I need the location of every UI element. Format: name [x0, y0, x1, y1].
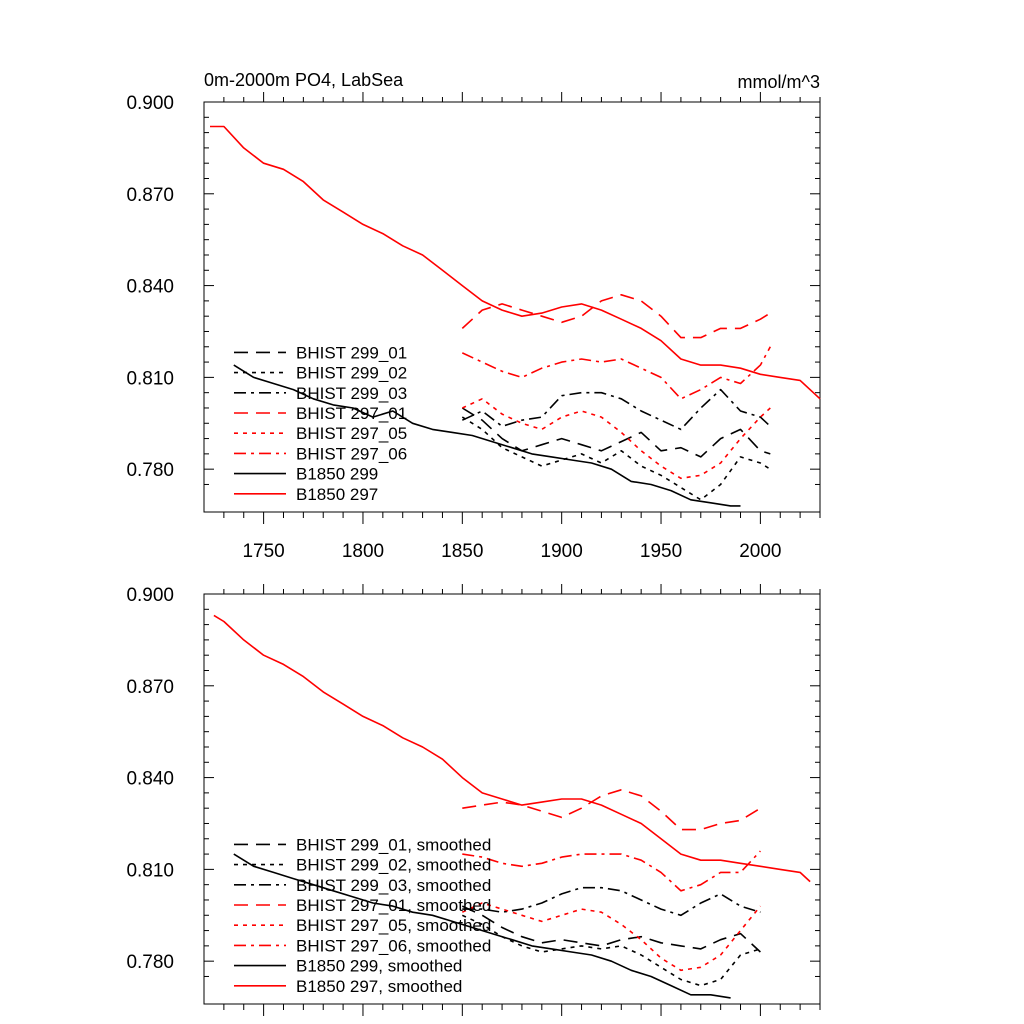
- plot-frame: [203, 101, 821, 513]
- legend-label: BHIST 297_05, smoothed: [296, 916, 491, 935]
- x-tick-label: 1800: [342, 541, 384, 562]
- y-tick-label: 0.810: [126, 860, 174, 881]
- y-tick-label: 0.780: [126, 460, 174, 481]
- x-tick-label: 1900: [541, 541, 583, 562]
- legend-label: BHIST 297_06: [296, 444, 407, 463]
- legend-label: BHIST 299_03, smoothed: [296, 876, 491, 895]
- chart-panel-1: 0m-2000m PO4, LabSea mmol/m^3 0.780 0.810 0.…: [126, 70, 821, 562]
- x-tick-label: 1950: [640, 541, 682, 562]
- x-tick-label: 2000: [739, 541, 781, 562]
- series-line-5: [461, 902, 762, 972]
- legend-label: BHIST 297_01: [296, 404, 407, 423]
- legend-label: BHIST 297_06, smoothed: [296, 936, 491, 955]
- legend-label: BHIST 297_05: [296, 424, 407, 443]
- chart-panel-2: 0.780 0.810 0.840 0.870 0.900 BHIST 299_01, s…: [126, 584, 821, 1016]
- series-line-1: [461, 905, 761, 953]
- units-label: mmol/m^3: [738, 72, 820, 92]
- chart-title: 0m-2000m PO4, LabSea: [204, 70, 404, 90]
- x-tick-label: 1850: [441, 541, 483, 562]
- y-tick-label: 0.870: [126, 185, 174, 206]
- legend-label: B1850 299: [296, 465, 378, 484]
- legend-label: BHIST 299_03: [296, 384, 407, 403]
- y-tick-label: 0.810: [126, 368, 174, 389]
- series-line-2: [461, 914, 761, 987]
- series-line-1: [461, 407, 771, 458]
- series-line-6: [461, 346, 772, 400]
- y-tick-label: 0.870: [126, 677, 174, 698]
- series-line-8: [210, 125, 821, 400]
- y-tick-label: 0.900: [126, 93, 174, 114]
- series-line-8: [213, 614, 811, 883]
- series-line-7: [233, 853, 731, 999]
- series-line-3: [462, 886, 761, 917]
- plot-frame: [203, 593, 821, 1005]
- series-line-4: [461, 293, 771, 339]
- y-tick-label: 0.840: [126, 769, 174, 790]
- legend-label: BHIST 299_01: [296, 343, 407, 362]
- legend-label: BHIST 299_02: [296, 364, 407, 383]
- series-line-2: [461, 416, 771, 501]
- legend-label: BHIST 299_01, smoothed: [296, 835, 491, 854]
- x-tick-label: 1750: [242, 541, 284, 562]
- y-tick-label: 0.840: [126, 277, 174, 298]
- legend-label: B1850 297, smoothed: [296, 977, 462, 996]
- y-tick-label: 0.780: [126, 952, 174, 973]
- series-line-5: [461, 397, 771, 480]
- series-line-3: [461, 388, 771, 431]
- legend-label: BHIST 299_02, smoothed: [296, 856, 491, 875]
- series-line-4: [462, 788, 761, 831]
- legend-label: B1850 299, smoothed: [296, 957, 462, 976]
- series-line-6: [462, 850, 761, 892]
- y-tick-label: 0.900: [126, 585, 174, 606]
- series-line-7: [233, 364, 741, 507]
- legend-label: BHIST 297_01, smoothed: [296, 896, 491, 915]
- legend-label: B1850 297: [296, 485, 378, 504]
